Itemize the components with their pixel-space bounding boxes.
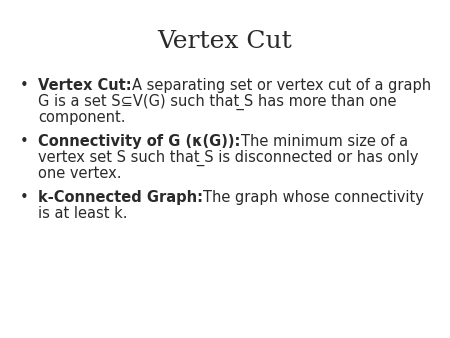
Text: The minimum size of a: The minimum size of a xyxy=(241,134,408,149)
Text: •: • xyxy=(20,78,29,93)
Text: •: • xyxy=(20,190,29,205)
Text: The graph whose connectivity: The graph whose connectivity xyxy=(203,190,424,205)
Text: Connectivity of G (κ(G)):: Connectivity of G (κ(G)): xyxy=(38,134,241,149)
Text: component.: component. xyxy=(38,110,126,125)
Text: vertex set S such that ̲S is disconnected or has only: vertex set S such that ̲S is disconnecte… xyxy=(38,150,419,166)
Text: Vertex Cut:: Vertex Cut: xyxy=(38,78,132,93)
Text: A separating set or vertex cut of a graph: A separating set or vertex cut of a grap… xyxy=(132,78,431,93)
Text: •: • xyxy=(20,134,29,149)
Text: k-Connected Graph:: k-Connected Graph: xyxy=(38,190,203,205)
Text: is at least k.: is at least k. xyxy=(38,206,128,221)
Text: G is a set S⊆V(G) such that ̲S has more than one: G is a set S⊆V(G) such that ̲S has more … xyxy=(38,94,397,110)
Text: Vertex Cut: Vertex Cut xyxy=(158,30,292,53)
Text: one vertex.: one vertex. xyxy=(38,166,122,181)
